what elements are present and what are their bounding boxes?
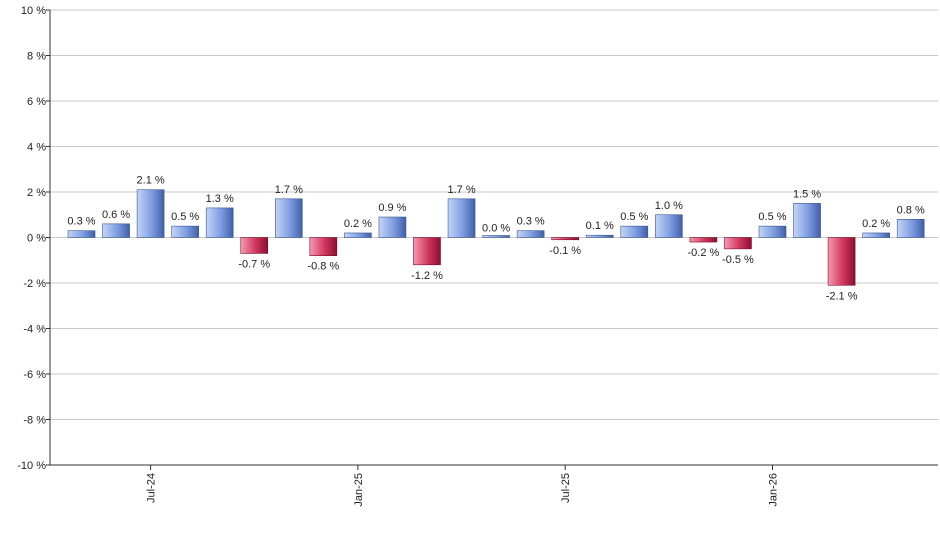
y-tick-label: 0 %	[27, 233, 46, 245]
y-tick-label: 2 %	[27, 187, 46, 199]
bar	[862, 232, 890, 238]
data-label: 1.0 %	[655, 200, 683, 212]
data-label: 0.0 %	[482, 223, 510, 235]
bar	[585, 234, 614, 238]
bar	[447, 198, 476, 238]
bar	[136, 189, 165, 238]
bar	[482, 235, 510, 238]
bar	[240, 237, 269, 254]
x-tick-label: Jul-24	[146, 473, 158, 503]
data-label: 2.1 %	[137, 175, 165, 187]
data-label: 0.2 %	[862, 218, 890, 230]
bar	[551, 237, 580, 241]
data-label: 1.3 %	[206, 193, 234, 205]
y-tick-label: -4 %	[23, 324, 46, 336]
y-tick-labels: 10 % 8 % 6 % 4 % 2 % 0 % -2 % -4 % -6 % -8 % -10 %	[17, 5, 46, 472]
data-label: 1.7 %	[275, 184, 303, 196]
bar	[171, 225, 199, 238]
bar	[620, 225, 649, 238]
data-label: -1.2 %	[411, 270, 443, 282]
y-tick-label: -6 %	[23, 369, 46, 381]
bar	[205, 207, 234, 238]
bar	[793, 203, 821, 238]
bar	[413, 237, 441, 266]
y-tick-label: 6 %	[27, 96, 46, 108]
bar	[309, 237, 338, 257]
bars	[67, 189, 925, 286]
bar	[758, 225, 787, 238]
bar	[896, 219, 925, 238]
data-label: -0.2 %	[688, 247, 720, 259]
data-label: 0.6 %	[102, 209, 130, 221]
data-label: -2.1 %	[826, 290, 858, 302]
y-tick-label: 4 %	[27, 142, 46, 154]
x-tick-label: Jul-25	[560, 473, 572, 503]
data-label: 0.9 %	[378, 202, 406, 214]
data-label: 0.5 %	[171, 211, 199, 223]
axes	[49, 10, 938, 470]
data-label: 0.2 %	[344, 218, 372, 230]
bar	[274, 198, 303, 238]
bar	[689, 237, 718, 243]
data-label: 0.5 %	[620, 211, 648, 223]
data-labels: 0.3 % 0.6 % 2.1 % 0.5 % 1.3 % -0.7 % 1.7 % -0.8…	[67, 175, 925, 303]
data-label: 0.3 %	[67, 216, 95, 228]
y-tick-label: 8 %	[27, 51, 46, 63]
data-label: 1.7 %	[447, 184, 475, 196]
bar	[724, 237, 752, 250]
data-label: 0.1 %	[586, 220, 614, 232]
data-label: 0.3 %	[517, 216, 545, 228]
data-label: 1.5 %	[793, 188, 821, 200]
y-tick-label: -10 %	[17, 460, 46, 472]
y-tick-label: 10 %	[21, 5, 46, 17]
bar	[67, 230, 96, 238]
data-label: -0.8 %	[307, 261, 339, 273]
x-tick-label: Jan-26	[768, 473, 780, 507]
data-label: 0.8 %	[897, 204, 925, 216]
data-label: 0.5 %	[758, 211, 786, 223]
bar	[378, 216, 407, 238]
y-tick-label: -8 %	[23, 415, 46, 427]
data-label: -0.7 %	[238, 258, 270, 270]
bar	[827, 237, 856, 286]
bar	[516, 230, 545, 238]
bar	[102, 223, 130, 238]
bar	[344, 232, 372, 238]
bar	[655, 214, 683, 238]
data-label: -0.1 %	[549, 245, 581, 257]
x-tick-labels: Jul-24 Jan-25 Jul-25 Jan-26	[146, 473, 780, 507]
data-label: -0.5 %	[722, 254, 754, 266]
x-tick-label: Jan-25	[353, 473, 365, 507]
y-tick-label: -2 %	[23, 278, 46, 290]
